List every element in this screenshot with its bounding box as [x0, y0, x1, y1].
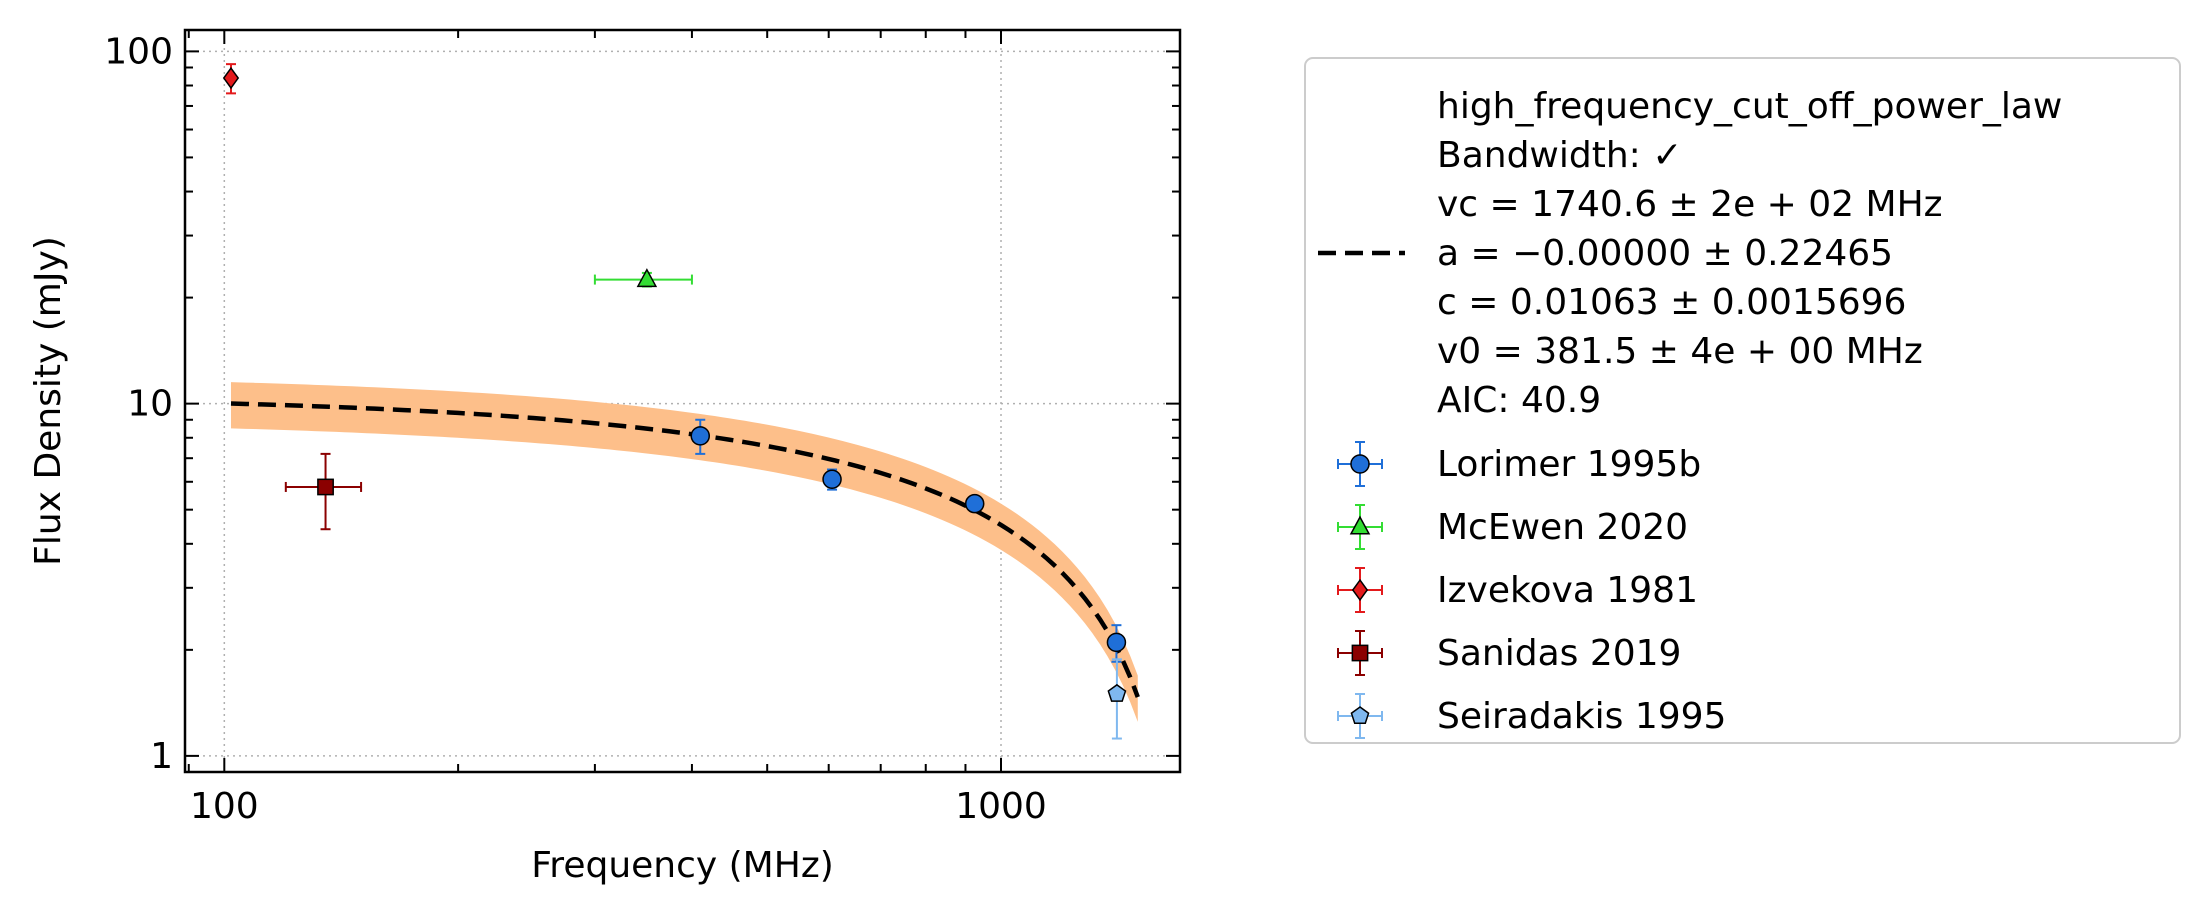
- legend: high_frequency_cut_off_power_law Bandwidt…: [1304, 57, 2181, 744]
- data-points: [222, 63, 1127, 740]
- legend-fit-text: high_frequency_cut_off_power_law: [1437, 86, 2062, 127]
- series-izvekova-1981: [222, 63, 240, 95]
- y-axis-label: Flux Density (mJy): [28, 236, 69, 566]
- fit-line: [230, 401, 1140, 698]
- legend-label: Lorimer 1995b: [1437, 444, 1701, 485]
- x-axis-label: Frequency (MHz): [531, 845, 834, 886]
- data-point-marker: [964, 493, 985, 514]
- legend-label: Izvekova 1981: [1437, 570, 1698, 611]
- legend-marker: [1349, 515, 1371, 535]
- y-tick-label: 100: [104, 31, 173, 72]
- data-point-marker: [636, 268, 658, 288]
- legend-fit-text: v0 = 381.5 ± 4e + 00 MHz: [1437, 331, 1923, 372]
- data-point-marker: [1106, 632, 1127, 653]
- legend-fit-text: AIC: 40.9: [1437, 380, 1601, 421]
- data-point-marker: [222, 66, 240, 90]
- legend-entry: Lorimer 1995b: [1337, 441, 1701, 487]
- legend-marker: [1351, 644, 1369, 662]
- legend-entry: McEwen 2020: [1337, 504, 1688, 550]
- legend-marker: [1351, 578, 1369, 602]
- grid: [185, 30, 1180, 772]
- data-point-marker: [317, 478, 334, 496]
- data-point-marker: [1107, 683, 1127, 702]
- series-seiradakis-1995: [1107, 658, 1127, 740]
- legend-label: McEwen 2020: [1437, 507, 1688, 548]
- y-tick-label: 1: [150, 736, 173, 777]
- series-sanidas-2019: [284, 452, 363, 531]
- legend-fit-text: a = −0.00000 ± 0.22465: [1437, 233, 1893, 274]
- series-mcewen-2020: [593, 268, 693, 288]
- legend-fit-text: Bandwidth: ✓: [1437, 135, 1682, 176]
- legend-marker: [1350, 706, 1370, 725]
- fit-band: [230, 382, 1138, 722]
- y-tick-label: 10: [127, 384, 173, 425]
- legend-label: Sanidas 2019: [1437, 633, 1681, 674]
- tick-labels: 100 1000 1 10 100: [104, 31, 1047, 827]
- legend-entry: Seiradakis 1995: [1337, 693, 1726, 739]
- legend-marker: [1350, 454, 1370, 474]
- plot-frame: [183, 28, 1182, 774]
- axis-ticks: [185, 30, 1180, 773]
- x-tick-label: 1000: [955, 786, 1047, 827]
- data-point-marker: [690, 426, 711, 446]
- legend-label: Seiradakis 1995: [1437, 696, 1726, 737]
- fit-line-group: [230, 401, 1140, 698]
- legend-fit-text: c = 0.01063 ± 0.0015696: [1437, 282, 1906, 323]
- x-tick-label: 100: [190, 786, 259, 827]
- legend-entry: Sanidas 2019: [1337, 630, 1681, 676]
- legend-entry: Izvekova 1981: [1337, 567, 1698, 613]
- legend-fit-text: vc = 1740.6 ± 2e + 02 MHz: [1437, 184, 1943, 225]
- fit-uncertainty-band: [230, 382, 1138, 722]
- data-point-marker: [822, 469, 842, 489]
- legend-box: [1304, 57, 2181, 744]
